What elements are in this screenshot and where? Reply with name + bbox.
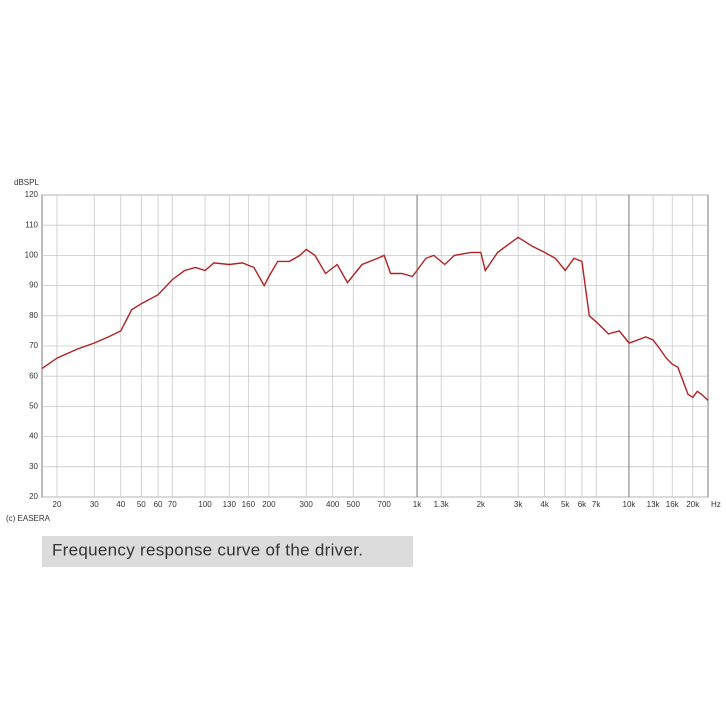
caption: Frequency response curve of the driver.	[52, 540, 363, 559]
x-tick-label: 700	[378, 500, 392, 509]
y-tick-label: 60	[29, 371, 38, 380]
x-tick-label: 160	[242, 500, 256, 509]
x-tick-label: 20k	[686, 500, 700, 509]
y-axis-label: dBSPL	[14, 178, 39, 187]
x-tick-label: 1k	[413, 500, 422, 509]
x-tick-label: 7k	[592, 500, 601, 509]
caption-box	[42, 536, 413, 567]
x-tick-label: 30	[90, 500, 99, 509]
x-tick-label: 500	[347, 500, 361, 509]
x-tick-label: 4k	[540, 500, 549, 509]
x-tick-label: 16k	[666, 500, 680, 509]
x-tick-label: 300	[300, 500, 314, 509]
y-tick-label: 50	[29, 402, 38, 411]
copyright: (c) EASERA	[6, 514, 51, 523]
x-tick-label: 5k	[561, 500, 570, 509]
response-curve	[41, 236, 709, 401]
y-tick-label: 80	[29, 311, 38, 320]
x-tick-label: 6k	[578, 500, 587, 509]
y-tick-label: 70	[29, 341, 38, 350]
y-tick-label: 110	[25, 220, 38, 229]
x-tick-label: 100	[198, 500, 212, 509]
y-tick-label: 90	[29, 281, 38, 290]
y-tick-label: 120	[25, 190, 39, 199]
x-tick-label: 13k	[647, 500, 661, 509]
x-tick-label: 130	[223, 500, 237, 509]
x-tick-label: 400	[326, 500, 340, 509]
x-tick-label: 10k	[623, 500, 637, 509]
x-tick-label: 40	[116, 500, 125, 509]
x-tick-label: 3k	[514, 500, 523, 509]
x-tick-label: 1.3k	[434, 500, 450, 509]
y-tick-label: 30	[29, 462, 38, 471]
x-tick-label: 60	[154, 500, 163, 509]
x-tick-label: 20	[53, 500, 62, 509]
x-tick-label: 2k	[477, 500, 486, 509]
x-axis-label: Hz	[711, 500, 721, 509]
x-tick-label: 70	[168, 500, 177, 509]
y-tick-label: 20	[29, 492, 38, 501]
y-tick-label: 100	[25, 251, 39, 260]
y-tick-label: 40	[29, 432, 38, 441]
x-tick-label: 200	[262, 500, 276, 509]
x-tick-label: 50	[137, 500, 146, 509]
